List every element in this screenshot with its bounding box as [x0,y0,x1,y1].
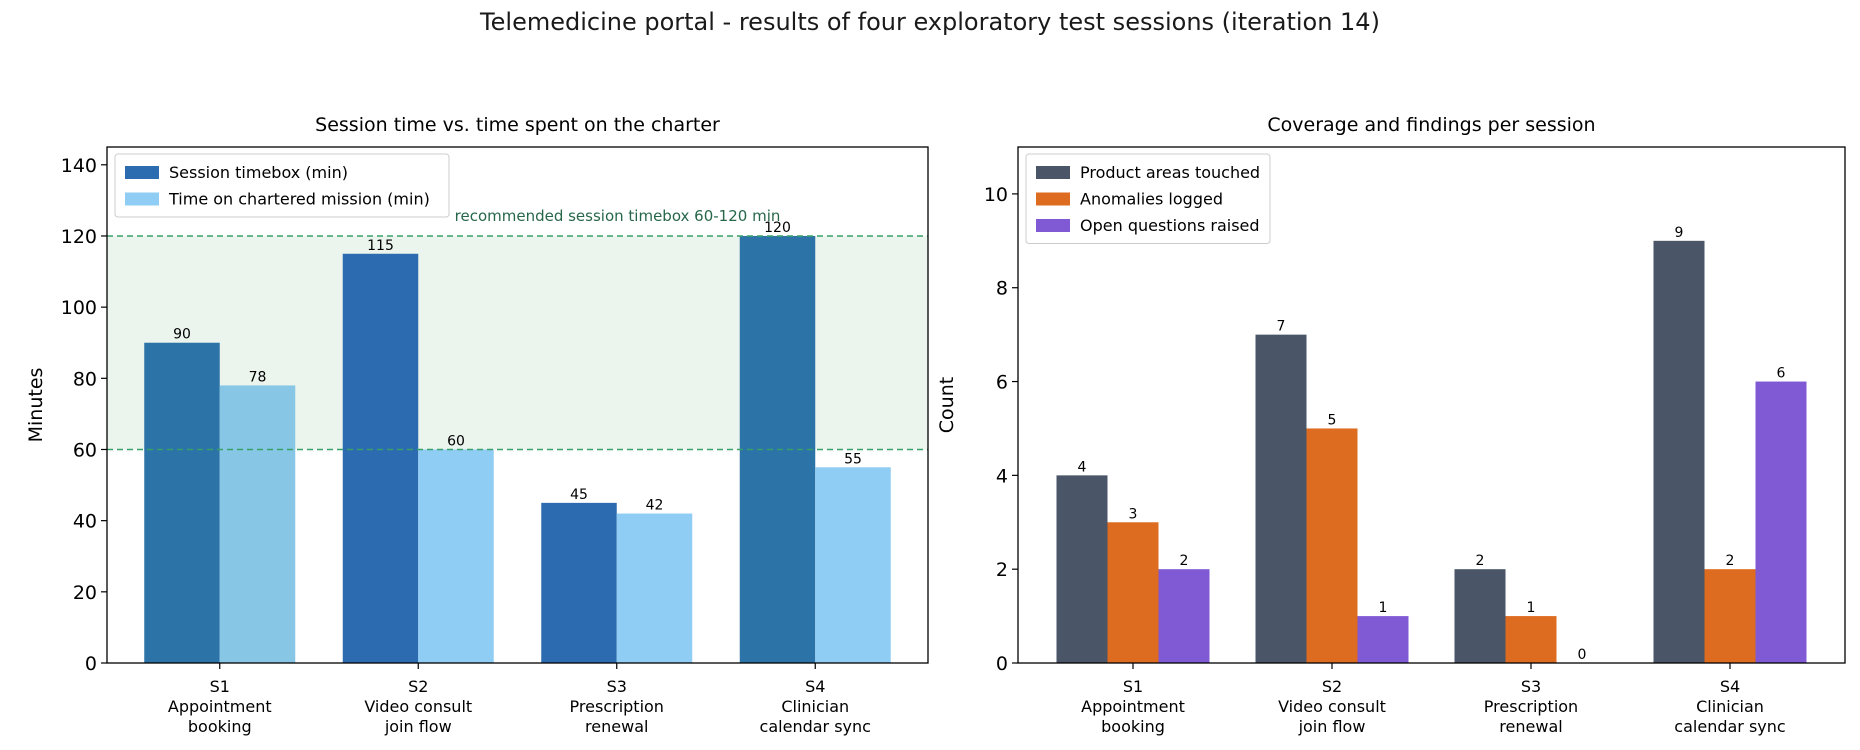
x-tick-label: S1 Appointment booking [168,677,272,736]
bar-2-s1-c2 [1255,334,1307,663]
x-tick-label: S2 Video consult join flow [364,677,472,736]
band-label: recommended session timebox 60-120 min [455,207,781,225]
x-tick-label: S2 Video consult join flow [1278,677,1386,736]
y-tick-label: 2 [996,559,1008,581]
data-label: 4 [1078,459,1087,475]
x-tick-label: S3 Prescription renewal [1484,677,1578,736]
legend-swatch [125,166,159,179]
bar-2-s2-c1 [1107,522,1159,663]
bar-2-s3-c2 [1357,616,1409,663]
data-label: 2 [1180,553,1189,569]
plot-frame [106,146,929,664]
legend-label: Product areas touched [1080,163,1260,182]
data-label: 9 [1675,225,1684,241]
bar-1-s1-c2 [342,253,419,664]
x-tick-label: S4 Clinician calendar sync [1674,677,1785,736]
y-tick-label: 8 [996,278,1008,300]
y-tick-label: 120 [61,226,97,248]
y-tick-label: 4 [996,465,1008,487]
bar-1-s2-c3 [616,513,693,663]
chart-title: Session time vs. time spent on the chart… [315,114,720,136]
bar-2-s2-c3 [1505,616,1557,663]
bar-2-s2-c4 [1704,569,1756,663]
bar-2-s3-c1 [1158,569,1210,663]
x-tick-label: S3 Prescription renewal [570,677,664,736]
data-label: 2 [1726,553,1735,569]
data-label: 3 [1129,506,1138,522]
legend-swatch [1036,192,1070,206]
y-tick-label: 140 [61,155,97,177]
y-axis-label: Minutes [25,368,47,443]
bar-1-s1-c3 [541,502,617,663]
data-label: 115 [367,238,394,254]
legend-label: Time on chartered mission (min) [168,190,430,209]
y-tick-label: 80 [73,368,97,390]
y-tick-label: 0 [996,653,1008,675]
legend-box [1025,153,1271,244]
data-label: 1 [1379,600,1388,616]
data-label: 55 [844,451,862,467]
plot-frame [1017,146,1846,664]
data-label: 6 [1777,366,1786,382]
y-tick-label: 40 [73,511,97,533]
data-label: 42 [646,498,664,514]
y-tick-label: 6 [996,372,1008,394]
legend-box [114,153,450,218]
figure-title: Telemedicine portal - results of four ex… [480,8,1380,36]
data-label: 60 [447,433,465,449]
legend-swatch [1036,166,1070,179]
y-tick-label: 20 [73,582,97,604]
bar-2-s1-c3 [1454,569,1506,663]
chart-title: Coverage and findings per session [1267,114,1595,136]
x-tick-label: S4 Clinician calendar sync [760,677,871,736]
data-label: 120 [764,220,791,236]
data-label: 2 [1476,553,1485,569]
data-label: 5 [1328,412,1337,428]
bar-2-s3-c4 [1755,381,1807,663]
y-tick-label: 0 [85,653,97,675]
data-label: 78 [249,369,267,385]
data-label: 0 [1578,647,1587,663]
bar-1-s2-c2 [418,449,494,663]
y-tick-label: 10 [984,184,1008,206]
bar-2-s1-c1 [1056,475,1108,663]
x-tick-label: S1 Appointment booking [1081,677,1185,736]
y-tick-label: 100 [61,297,97,319]
data-label: 7 [1277,319,1286,335]
y-tick-label: 60 [73,439,97,461]
legend-label: Anomalies logged [1080,190,1223,209]
legend-label: Open questions raised [1080,216,1260,235]
y-axis-label: Count [936,377,958,433]
data-label: 90 [173,327,191,343]
bar-1-s2-c4 [815,467,891,663]
data-label: 1 [1527,600,1536,616]
legend-swatch [125,192,159,206]
data-label: 45 [570,487,588,503]
bar-1-s2-c1 [219,385,296,663]
bar-2-s2-c2 [1306,428,1358,663]
bar-1-s1-c1 [144,342,220,663]
legend-swatch [1036,219,1070,232]
chart-panel-1: 90 115 45 120 78 60 42 55 recommended session ti… [25,114,929,736]
bar-2-s1-c4 [1653,240,1705,663]
legend-label: Session timebox (min) [169,163,348,182]
